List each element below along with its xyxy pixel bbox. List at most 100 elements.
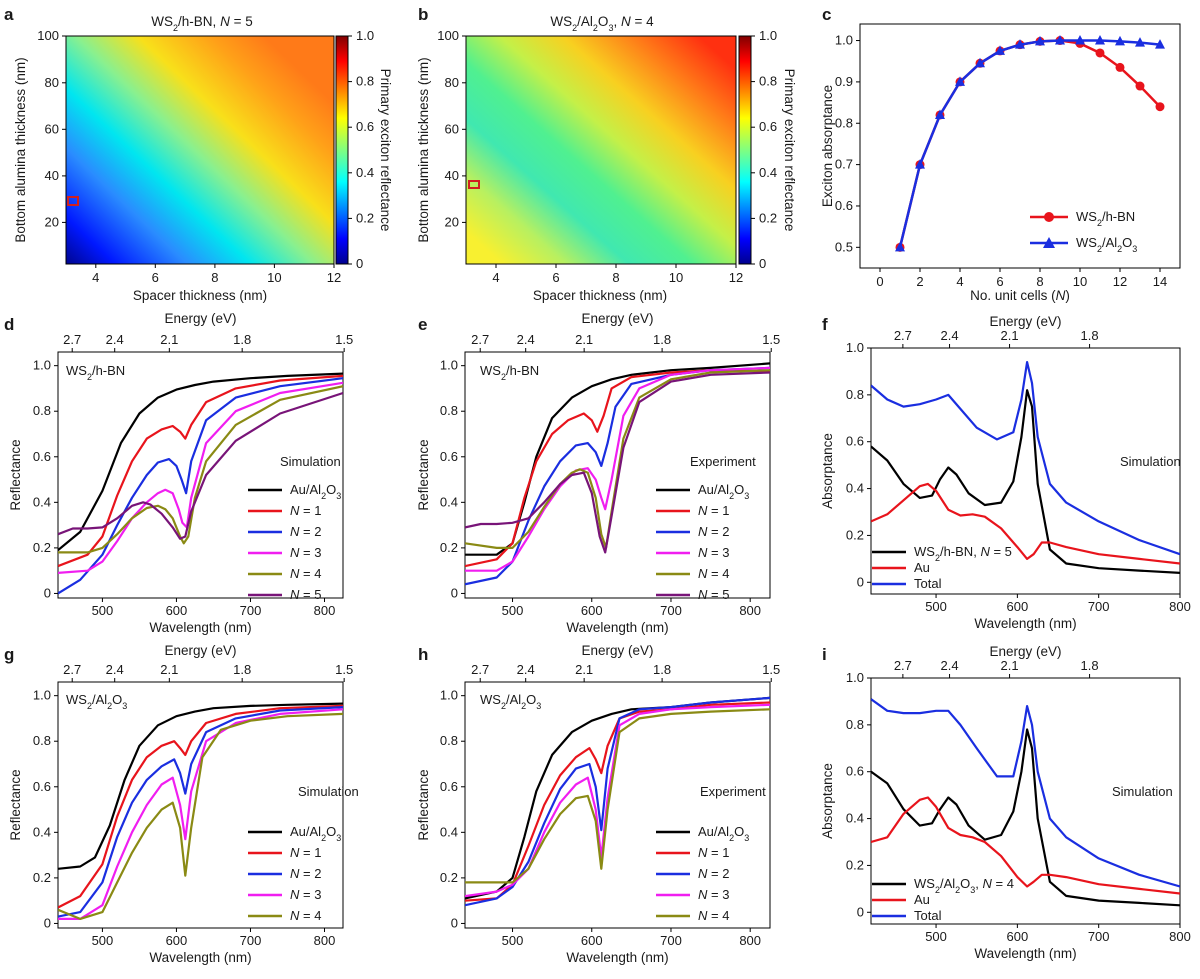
toplabel-e: Energy (eV) — [581, 311, 653, 326]
toptick-i-1: 2.4 — [941, 658, 959, 673]
point-c-1-10 — [1095, 35, 1105, 45]
xlabel-a: Spacer thickness (nm) — [133, 288, 267, 303]
ytick-b-3: 80 — [445, 75, 459, 90]
xlabel-d: Wavelength (nm) — [149, 620, 251, 635]
series-h-4 — [465, 708, 770, 884]
ytick-e-2: 0.4 — [440, 494, 458, 509]
series-i-2 — [871, 698, 1180, 888]
toptick-e-2: 2.1 — [575, 332, 593, 347]
legend-e-4: N = 4 — [698, 566, 729, 581]
legend-f-2: Total — [914, 576, 942, 591]
ytick-f-0: 0 — [857, 574, 864, 589]
toplabel-f: Energy (eV) — [989, 314, 1061, 329]
toptick-g-0: 2.7 — [63, 662, 81, 677]
cbar-b-tick-2: 0.4 — [759, 165, 777, 180]
legend-d-2: N = 2 — [290, 524, 321, 539]
ylabel-i: Absorptance — [820, 763, 835, 839]
legend-e-0: Au/Al2O3 — [698, 482, 749, 501]
xlabel-e: Wavelength (nm) — [566, 620, 668, 635]
legend-g-1: N = 1 — [290, 845, 321, 860]
ytick-a-3: 80 — [45, 75, 59, 90]
xtick-e-0: 500 — [502, 603, 524, 618]
xtick-e-2: 700 — [660, 603, 682, 618]
cbar-a-tick-1: 0.2 — [356, 210, 374, 225]
frame-g — [57, 681, 344, 929]
panel-b-title: WS2/Al2O3, N = 4 — [550, 14, 654, 33]
frame-d — [57, 351, 344, 599]
ytick-f-4: 0.8 — [846, 387, 864, 402]
ytick-d-2: 0.4 — [33, 494, 51, 509]
xtick-e-1: 600 — [581, 603, 603, 618]
xtick-b-1: 6 — [552, 270, 559, 285]
xtick-a-1: 6 — [152, 270, 159, 285]
cbar-a-tick-5: 1.0 — [356, 28, 374, 43]
xlabel-i: Wavelength (nm) — [974, 946, 1076, 961]
ytick-b-1: 40 — [445, 168, 459, 183]
xtick-a-2: 8 — [211, 270, 218, 285]
panel-c: c 0 2 4 6 8 10 12 14 0.5 0.6 0.7 0.8 0.9 1.0 No. unit… — [820, 5, 1181, 303]
xtick-c-5: 10 — [1073, 274, 1087, 289]
ytick-e-1: 0.2 — [440, 540, 458, 555]
point-c-1-5 — [995, 45, 1005, 55]
cbar-b-tick-1: 0.2 — [759, 210, 777, 225]
legend-e-3: N = 3 — [698, 545, 729, 560]
ytick-h-3: 0.6 — [440, 779, 458, 794]
marker-a — [67, 196, 79, 206]
toptick-e-0: 2.7 — [471, 332, 489, 347]
point-c-1-12 — [1135, 37, 1145, 47]
xtick-a-0: 4 — [92, 270, 99, 285]
ylabel-a: Bottom alumina thickness (nm) — [13, 57, 28, 242]
series-g-2 — [58, 706, 343, 918]
ytick-h-1: 0.2 — [440, 870, 458, 885]
legend-d-4: N = 4 — [290, 566, 321, 581]
legend-c: WS2/h-BN WS2/Al2O3 — [1030, 209, 1137, 254]
heatmap-a — [66, 36, 334, 264]
panel-label-a: a — [4, 5, 14, 24]
xtick-c-4: 8 — [1036, 274, 1043, 289]
x-axis-a: 4 6 8 10 12 — [92, 264, 341, 285]
toptick-h-2: 2.1 — [575, 662, 593, 677]
cbar-a-tick-0: 0 — [356, 256, 363, 271]
xtick-h-2: 700 — [660, 933, 682, 948]
legend-g-0: Au/Al2O3 — [290, 824, 341, 843]
annotation-g: WS2/Al2O3 — [66, 692, 127, 711]
xtick-d-3: 800 — [314, 603, 336, 618]
toptick-e-1: 2.4 — [517, 332, 535, 347]
point-c-1-3 — [955, 76, 965, 86]
toptick-g-1: 2.4 — [106, 662, 124, 677]
ytick-h-2: 0.4 — [440, 824, 458, 839]
toptick-f-1: 2.4 — [941, 328, 959, 343]
legend-d-5: N = 5 — [290, 587, 321, 602]
panel-e: e 500 600 700 800 Wavelength (nm) 2.7 2.4 2.1 1.… — [416, 311, 780, 635]
panel-label-e: e — [418, 315, 427, 334]
toptick-g-2: 2.1 — [160, 662, 178, 677]
ylabel-e: Reflectance — [416, 439, 431, 510]
toptick-g-3: 1.8 — [233, 662, 251, 677]
ytick-b-0: 20 — [445, 214, 459, 229]
panel-d: d 500 600 700 800 Wavelength (nm) 2.7 2.4 2.1 1.… — [4, 311, 353, 635]
cbar-b-tick-0: 0 — [759, 256, 766, 271]
note-f: Simulation — [1120, 454, 1181, 469]
ytick-h-0: 0 — [451, 915, 458, 930]
toptick-d-4: 1.5 — [335, 332, 353, 347]
toptick-f-2: 2.1 — [1001, 328, 1019, 343]
ytick-g-5: 1.0 — [33, 688, 51, 703]
colorbar-a-ticks: 0 0.2 0.4 0.6 0.8 1.0 — [348, 28, 374, 271]
series-d-5 — [58, 391, 343, 540]
legend-e: Au/Al2O3 N = 1 N = 2 N = 3 N = 4 N = 5 — [656, 482, 749, 602]
ytick-g-4: 0.8 — [33, 733, 51, 748]
ylabel-h: Reflectance — [416, 769, 431, 840]
annotation-d: WS2/h-BN — [66, 363, 125, 382]
ytick-b-4: 100 — [437, 28, 459, 43]
point-c-0-13 — [1155, 102, 1165, 112]
legend-h-3: N = 3 — [698, 887, 729, 902]
ytick-c-2: 0.7 — [835, 157, 853, 172]
note-e: Experiment — [690, 454, 756, 469]
colorbar-a — [336, 36, 348, 264]
xlabel-f: Wavelength (nm) — [974, 616, 1076, 631]
point-c-1-2 — [935, 109, 945, 119]
panel-label-c: c — [822, 5, 831, 24]
legend-d-1: N = 1 — [290, 503, 321, 518]
toptick-f-3: 1.8 — [1081, 328, 1099, 343]
